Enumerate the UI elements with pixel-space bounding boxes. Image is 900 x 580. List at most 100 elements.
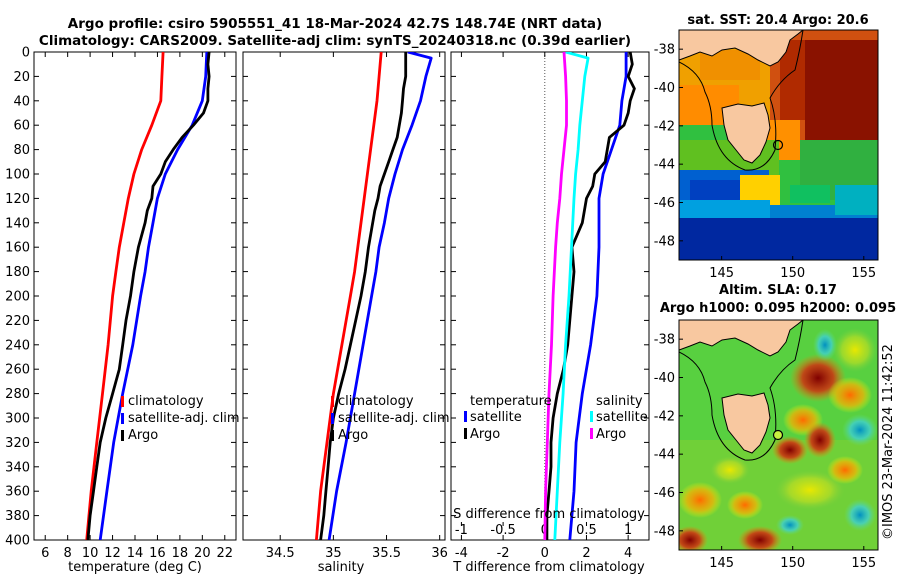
y-tick-label: 140 (5, 216, 30, 231)
lon-tick-label: 155 (851, 556, 876, 571)
sst-lat-ticks: -38 -40 -42 -44 -46 -48 (654, 43, 683, 249)
legend-title-salinity: salinity (596, 394, 643, 409)
sla-tasmania (721, 392, 771, 454)
sst-heatmap (679, 30, 878, 260)
sla-lon-ticks: 145 150 155 (709, 546, 876, 571)
x-tick-label: 10 (82, 546, 99, 561)
temperature-legend: climatology satellite-adj. clim Argo (121, 394, 240, 443)
lat-tick-label: -38 (654, 333, 675, 348)
difference-panel: -4 -2 0 2 4 -1 -0.5 0 0.5 1 T difference from cl… (450, 51, 650, 575)
imos-credit: ©IMOS 23-Mar-2024 11:42:52 (881, 344, 896, 540)
sla-heatmap (679, 320, 878, 550)
legend-label-t-satellite: satellite (470, 410, 522, 425)
lon-tick-label: 150 (780, 556, 805, 571)
lat-tick-label: -48 (654, 524, 675, 539)
temperature-axes-box (33, 51, 237, 541)
legend-label-t-argo: Argo (470, 427, 500, 442)
sst-lon-ticks: 145 150 155 (709, 256, 876, 281)
x-tick-label: 0 (541, 546, 549, 561)
y-tick-label: 400 (5, 534, 30, 549)
lat-tick-label: -46 (654, 486, 675, 501)
y-tick-label: 100 (5, 168, 30, 183)
sla-map-subtitle: Argo h1000: 0.095 h2000: 0.095 (660, 301, 896, 316)
legend-swatch-climatology (121, 396, 124, 407)
lat-tick-label: -42 (654, 409, 675, 424)
figure-title-line1: Argo profile: csiro 5905551_41 18-Mar-20… (68, 16, 602, 32)
salinity-x-label: salinity (318, 560, 365, 575)
difference-legend-salinity: salinity satellite Argo (590, 394, 648, 442)
y-tick-label: 0 (22, 46, 30, 61)
series-line-t-argo (545, 52, 636, 540)
series-line-s-satellite (553, 52, 590, 540)
y-tick-label: 240 (5, 338, 30, 353)
legend-swatch-climatology (331, 396, 334, 407)
sst-tasmania (721, 102, 771, 164)
x-tick-label: 4 (624, 546, 632, 561)
x-tick-label: 14 (127, 546, 144, 561)
salinity-panel: 34.5 35 35.5 36 salinity climatology satell… (242, 51, 450, 575)
difference-legend-temperature: temperature satellite Argo (464, 394, 552, 442)
legend-label-argo: Argo (128, 428, 158, 443)
legend-label-argo: Argo (338, 428, 368, 443)
lon-tick-label: 145 (709, 556, 734, 571)
salinity-y-ticks (243, 51, 445, 541)
legend-label-s-satellite: satellite (596, 410, 648, 425)
x-tick-label: 2 (582, 546, 590, 561)
y-tick-label: 160 (5, 241, 30, 256)
legend-label-satellite: satellite-adj. clim (338, 411, 450, 426)
y-tick-label: 60 (13, 119, 30, 134)
x2-tick-label: -1 (455, 523, 468, 538)
y-tick-label: 360 (5, 485, 30, 500)
sla-isobath (679, 320, 804, 461)
x-tick-label: -4 (455, 546, 468, 561)
series-line-satellite-adj-clim (327, 52, 433, 540)
lon-tick-label: 155 (851, 266, 876, 281)
series-line-climatology (315, 52, 383, 540)
legend-swatch-argo (121, 430, 124, 441)
sst-map-title: sat. SST: 20.4 Argo: 20.6 (687, 13, 868, 28)
sla-map-panel: Altim. SLA: 0.17 Argo h1000: 0.095 h2000… (654, 283, 896, 571)
lat-tick-label: -44 (654, 448, 675, 463)
x-tick-label: 8 (64, 546, 72, 561)
x-tick-label: 35.5 (372, 546, 401, 561)
series-line-t-satellite (568, 52, 628, 540)
lat-tick-label: -48 (654, 234, 675, 249)
y-tick-label: 220 (5, 314, 30, 329)
series-line-satellite-adj-clim (98, 52, 209, 540)
x-tick-label: 6 (41, 546, 49, 561)
legend-swatch-satellite (121, 413, 124, 424)
x-tick-label: -2 (497, 546, 510, 561)
series-line-s-argo (543, 52, 568, 540)
lat-tick-label: -42 (654, 119, 675, 134)
temperature-x-ticks: 6 8 10 12 14 16 18 20 22 (41, 52, 233, 561)
lon-tick-label: 145 (709, 266, 734, 281)
legend-swatch-s-argo (590, 428, 593, 439)
x-tick-label: 20 (194, 546, 211, 561)
depth-y-ticks: 0 20 40 60 80 100 120 140 160 180 200 220 240 260 280 3… (5, 46, 236, 549)
y-tick-label: 20 (13, 70, 30, 85)
x2-tick-label: 1 (624, 523, 632, 538)
x-tick-label: 18 (172, 546, 189, 561)
y-tick-label: 380 (5, 509, 30, 524)
lat-tick-label: -40 (654, 371, 675, 386)
x-tick-label: 12 (104, 546, 121, 561)
x-tick-label: 16 (149, 546, 166, 561)
legend-label-s-argo: Argo (596, 427, 626, 442)
lon-tick-label: 150 (780, 266, 805, 281)
sla-mainland-coast (679, 320, 804, 357)
y-tick-label: 300 (5, 412, 30, 427)
lat-tick-label: -44 (654, 158, 675, 173)
lat-tick-label: -46 (654, 196, 675, 211)
legend-swatch-s-satellite (590, 411, 593, 422)
y-tick-label: 320 (5, 436, 30, 451)
temperature-panel: 6 8 10 12 14 16 18 20 22 0 20 40 60 80 100 120 140 160 18… (5, 46, 239, 576)
y-tick-label: 340 (5, 460, 30, 475)
legend-swatch-argo (331, 430, 334, 441)
sst-argo-marker (772, 139, 784, 151)
legend-label-satellite: satellite-adj. clim (128, 411, 240, 426)
sla-argo-marker (772, 429, 784, 441)
x-tick-label: 36 (431, 546, 448, 561)
difference-y-ticks (451, 51, 649, 541)
y-tick-label: 280 (5, 387, 30, 402)
